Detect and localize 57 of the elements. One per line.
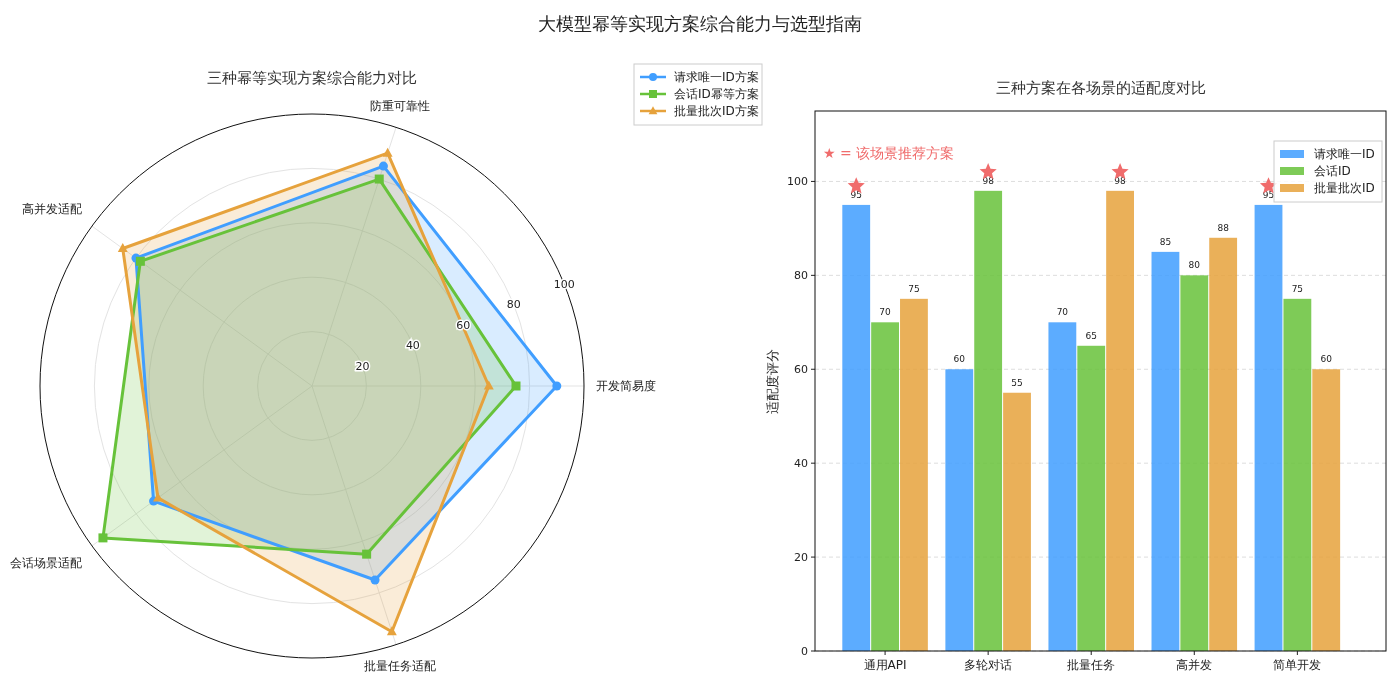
data-label: 75 <box>908 283 920 294</box>
x-tick-label: 高并发 <box>1176 658 1213 672</box>
data-label: 88 <box>1217 222 1230 233</box>
y-tick-label: 20 <box>794 551 808 565</box>
chart-title: 三种幂等实现方案综合能力对比 <box>207 69 417 87</box>
data-label: 75 <box>1291 283 1304 294</box>
y-tick-label: 20 <box>355 359 370 373</box>
spoke-label: 高并发适配 <box>22 202 83 217</box>
bar <box>1003 392 1031 651</box>
data-label: 60 <box>953 354 966 365</box>
data-label: 70 <box>879 307 892 318</box>
x-tick-label: 简单开发 <box>1273 658 1322 672</box>
bar <box>871 322 899 651</box>
text: 大模型幂等实现方案综合能力与选型指南 <box>538 13 862 34</box>
data-label: 85 <box>1159 236 1172 247</box>
x-tick-label: 多轮对话 <box>964 658 1013 672</box>
bar <box>1254 204 1283 651</box>
spoke-label: 防重可靠性 <box>369 98 430 113</box>
bar <box>1312 369 1341 651</box>
legend-label: 请求唯一ID方案 <box>674 70 759 84</box>
spoke-label: 批量任务适配 <box>363 659 436 674</box>
bar <box>974 190 1003 651</box>
y-axis-title: 适配度评分 <box>765 348 780 414</box>
data-label: 55 <box>1011 377 1023 388</box>
legend-label: 批量批次ID方案 <box>674 104 759 118</box>
y-tick-label: 40 <box>405 339 420 353</box>
bar <box>1077 345 1106 651</box>
spoke-label: 会话场景适配 <box>10 555 83 570</box>
y-tick-label: 80 <box>794 269 808 283</box>
data-label: 98 <box>1114 175 1127 186</box>
data-label: 60 <box>1320 354 1333 365</box>
y-tick-label: 60 <box>794 363 808 377</box>
bar <box>842 204 871 651</box>
legend-label: 请求唯一ID <box>1314 147 1375 161</box>
x-tick-label: 批量任务 <box>1067 658 1116 672</box>
data-label: 70 <box>1056 307 1069 318</box>
legend-label: 批量批次ID <box>1314 181 1375 195</box>
data-label: 98 <box>982 175 995 186</box>
x-tick-label: 通用API <box>863 658 907 672</box>
bar <box>900 298 928 651</box>
annotation: ★ = 该场景推荐方案 <box>823 145 955 161</box>
bar <box>1151 251 1180 651</box>
data-label: 65 <box>1085 330 1097 341</box>
chart-title: 三种方案在各场景的适配度对比 <box>995 79 1206 97</box>
bar <box>1283 298 1312 651</box>
legend-label: 会话ID <box>1314 164 1351 178</box>
bar <box>1209 237 1238 651</box>
y-tick-label: 100 <box>787 175 808 189</box>
bar <box>945 369 974 651</box>
bar <box>1180 275 1209 651</box>
bar <box>1048 322 1077 651</box>
spoke-label: 开发简易度 <box>596 379 656 393</box>
y-tick-label: 0 <box>801 645 808 658</box>
legend-label: 会话ID幂等方案 <box>674 87 759 101</box>
data-label: 80 <box>1188 260 1201 271</box>
y-tick-label: 40 <box>794 457 808 471</box>
bar <box>1106 190 1134 651</box>
